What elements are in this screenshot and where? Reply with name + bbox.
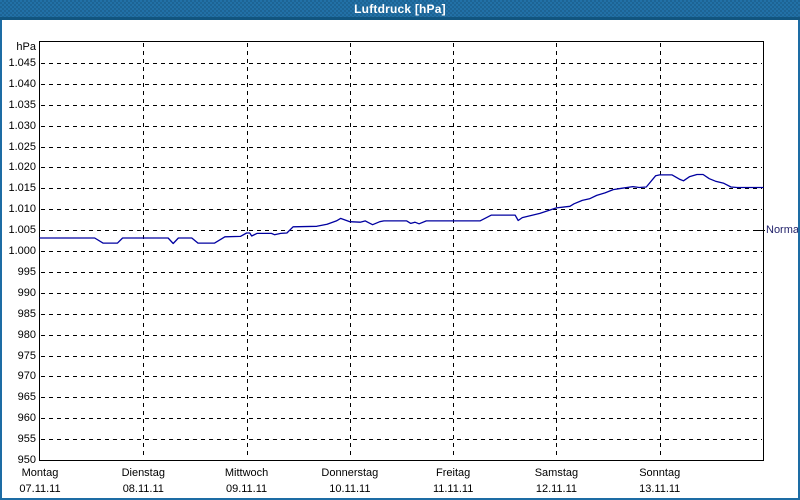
window-titlebar[interactable]: Luftdruck [hPa] (0, 0, 800, 20)
pressure-line (39, 173, 764, 245)
plot-border (39, 41, 764, 461)
window-title: Luftdruck [hPa] (354, 2, 446, 16)
